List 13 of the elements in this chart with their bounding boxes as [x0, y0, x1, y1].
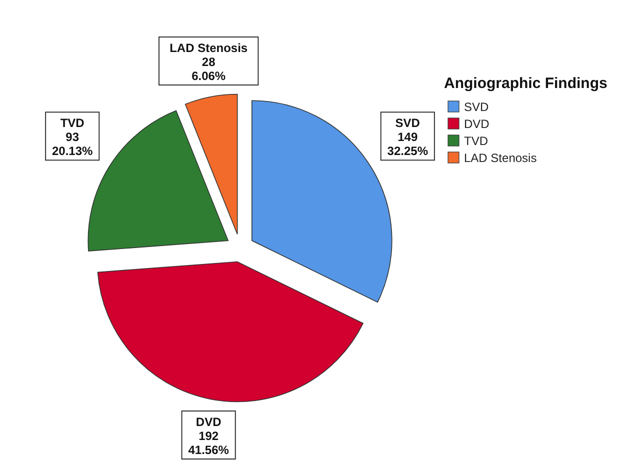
- slice-label: LAD Stenosis: [170, 41, 248, 55]
- data-label: 28 6.06%: [192, 55, 226, 83]
- legend-label: TVD: [464, 134, 488, 148]
- legend-label: LAD Stenosis: [464, 151, 537, 165]
- data-label: 93 20.13%: [52, 130, 94, 158]
- slice-label: DVD: [196, 415, 222, 429]
- legend-title: Angiographic Findings: [444, 75, 608, 92]
- data-label: 192 41.56%: [188, 429, 230, 457]
- slice-label: SVD: [395, 116, 420, 130]
- slice-label: TVD: [60, 116, 85, 130]
- legend-label: DVD: [464, 117, 490, 131]
- legend-label: SVD: [464, 100, 490, 114]
- data-label: 149 32.25%: [387, 130, 428, 158]
